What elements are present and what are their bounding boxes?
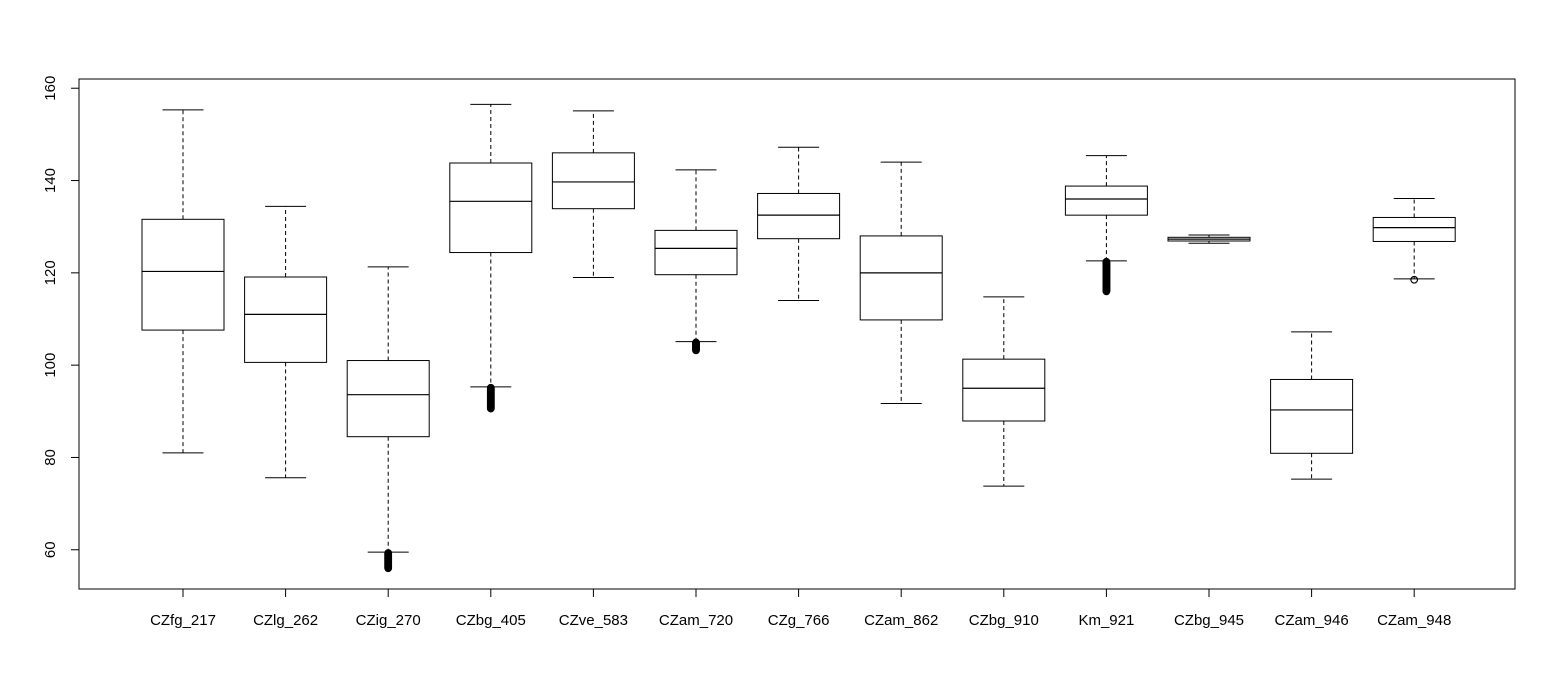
box-CZam_946 [1270, 331, 1354, 480]
y-axis: 60 80 100 120 140 160 [42, 76, 80, 558]
outlier-point [384, 549, 393, 557]
y-tick-label: 140 [42, 168, 59, 193]
boxes-group [141, 103, 1456, 573]
iqr-box [1270, 378, 1354, 454]
box-CZg_766 [757, 146, 841, 302]
y-tick-label: 120 [42, 260, 59, 285]
iqr-box [551, 152, 635, 210]
x-tick-label: CZbg_405 [456, 612, 526, 629]
y-tick-label: 100 [42, 353, 59, 378]
box-CZig_270 [346, 266, 430, 573]
outlier-point [1410, 275, 1419, 284]
iqr-box [244, 276, 328, 363]
iqr-box [346, 360, 430, 438]
iqr-box [449, 162, 533, 254]
x-tick-label: CZam_946 [1274, 612, 1348, 629]
box-CZve_583 [551, 110, 635, 278]
y-tick-label: 60 [42, 541, 59, 558]
iqr-box [962, 358, 1046, 422]
box-CZam_862 [859, 161, 943, 404]
outlier-point [486, 383, 495, 392]
y-tick-label: 160 [42, 76, 59, 101]
x-axis-labels: CZfg_217 CZlg_262 CZig_270 CZbg_405 CZve_583… [150, 588, 1451, 629]
x-tick-label: CZam_862 [864, 612, 938, 629]
iqr-box [1064, 185, 1148, 216]
iqr-box [757, 192, 841, 240]
x-tick-label: CZfg_217 [150, 612, 216, 629]
x-tick-label: CZve_583 [559, 612, 628, 629]
iqr-box [1372, 216, 1456, 242]
x-tick-label: Km_921 [1078, 612, 1134, 629]
outlier-point [1102, 257, 1111, 266]
x-tick-label: CZig_270 [356, 612, 421, 629]
box-CZfg_217 [141, 109, 225, 454]
box-CZbg_405 [449, 103, 533, 413]
x-tick-label: CZlg_262 [253, 612, 318, 629]
iqr-box [141, 218, 225, 331]
x-tick-label: CZg_766 [768, 612, 830, 629]
box-CZbg_945 [1167, 234, 1251, 244]
x-tick-label: CZam_720 [659, 612, 733, 629]
iqr-box [859, 235, 943, 321]
x-tick-label: CZbg_945 [1174, 612, 1244, 629]
x-tick-label: CZbg_910 [969, 612, 1039, 629]
outlier-point [692, 338, 700, 347]
x-tick-label: CZam_948 [1377, 612, 1451, 629]
box-CZam_720 [654, 169, 738, 355]
iqr-box [654, 229, 738, 276]
box-CZbg_910 [962, 296, 1046, 487]
box-Km_921 [1064, 155, 1148, 296]
box-CZlg_262 [244, 205, 328, 479]
y-tick-label: 80 [42, 449, 59, 466]
box-CZam_948 [1372, 198, 1456, 284]
